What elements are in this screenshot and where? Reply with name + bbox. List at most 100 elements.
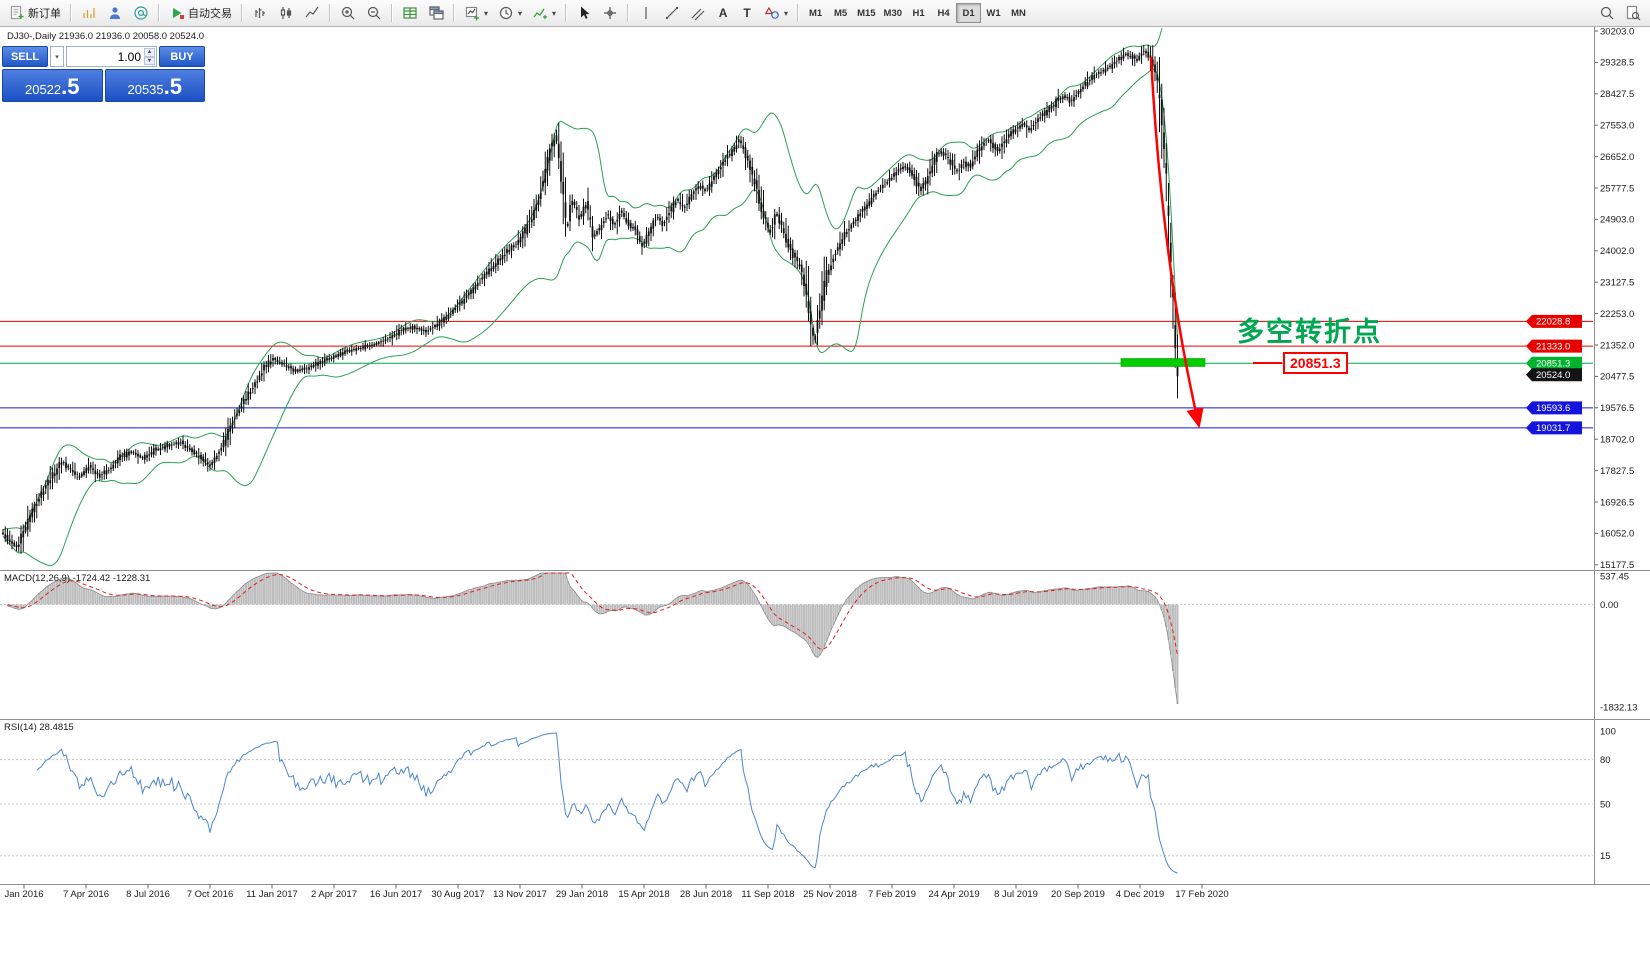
cursor-icon — [581, 6, 590, 19]
timeframe-button-W1[interactable]: W1 — [986, 7, 1001, 19]
symbol-search-button[interactable] — [1594, 2, 1620, 24]
price-tag-20851.3[interactable] — [1526, 356, 1582, 370]
zoom-in-icon — [341, 6, 355, 20]
zoom-out-icon — [367, 6, 381, 20]
text-tool-button[interactable]: A — [711, 2, 735, 24]
buy-button[interactable]: BUY — [159, 46, 205, 67]
zoom-out-button[interactable] — [361, 2, 387, 24]
x-axis-label: 8 Jul 2019 — [994, 889, 1038, 900]
price-tag-19593.6[interactable] — [1526, 401, 1582, 415]
sell-price-main: 20522 — [24, 82, 62, 97]
x-axis-label: 15 Apr 2018 — [618, 889, 669, 900]
toolbar: 新订单 自动交易 ▾ ▾ — [0, 0, 1650, 27]
zoom-in-button[interactable] — [335, 2, 361, 24]
cursor-button[interactable] — [571, 2, 597, 24]
band-lower — [2, 68, 1178, 567]
trendline-button[interactable] — [659, 2, 685, 24]
navigator-icon — [110, 7, 120, 19]
x-axis-label: 11 Sep 2018 — [741, 889, 794, 900]
x-axis-label: 28 Jun 2018 — [680, 889, 732, 900]
sell-button[interactable]: SELL — [2, 46, 48, 67]
x-axis-label: 16 Jun 2017 — [370, 889, 422, 900]
timeframe-button-M1[interactable]: M1 — [808, 7, 823, 19]
timeframe-button-M30[interactable]: M30 — [883, 7, 903, 19]
timeframe-button-H4[interactable]: H4 — [937, 7, 950, 19]
macd-indicator-label: MACD(12,26,9) -1724.42 -1228.31 — [4, 573, 151, 584]
x-axis-label: 8 Jul 2016 — [126, 889, 170, 900]
time-axis[interactable] — [0, 884, 1594, 904]
market-watch-button[interactable] — [76, 2, 102, 24]
terminal-button[interactable] — [128, 2, 154, 24]
buy-price-pips: .5 — [163, 74, 182, 99]
candlestick-chart-button[interactable] — [273, 2, 299, 24]
period-button[interactable]: ▾ — [493, 2, 527, 24]
volume-dropdown[interactable]: ▾ — [50, 46, 64, 67]
auto-trading-icon — [173, 8, 184, 19]
highlight-level-bar[interactable] — [1120, 358, 1206, 367]
channel-button[interactable] — [685, 2, 711, 24]
auto-trading-button[interactable]: 自动交易 — [164, 2, 237, 24]
text-label-button[interactable]: T — [735, 2, 759, 24]
timeframe-button-M5[interactable]: M5 — [833, 7, 848, 19]
rsi-scale-label: 80 — [1600, 755, 1611, 766]
volume-stepper[interactable]: ▲ ▼ — [144, 48, 155, 65]
separator — [70, 4, 72, 22]
sell-price-button[interactable]: 20522.5 — [2, 69, 103, 102]
price-tag-label: 19593.6 — [1536, 403, 1570, 414]
price-tag-19031.7[interactable] — [1526, 421, 1582, 435]
line-chart-icon — [305, 6, 319, 18]
y-axis-label: 15177.5 — [1600, 560, 1634, 571]
y-axis-label: 25777.5 — [1600, 183, 1634, 194]
crosshair-button[interactable] — [597, 2, 623, 24]
dropdown-arrow-icon: ▾ — [552, 8, 557, 18]
macd-line — [7, 572, 1178, 705]
sell-price-pips: .5 — [61, 74, 80, 99]
turning-point-annotation[interactable]: 多空转折点 — [1237, 317, 1382, 347]
timeframe-button-M15[interactable]: M15 — [857, 7, 876, 19]
crash-arrow[interactable] — [1149, 56, 1204, 429]
tile-windows-icon — [403, 7, 417, 19]
shapes-button[interactable]: ▾ — [759, 2, 793, 24]
navigator-button[interactable] — [102, 2, 128, 24]
trendline-icon — [666, 7, 679, 19]
dropdown-arrow-icon: ▾ — [55, 53, 59, 61]
volume-input[interactable] — [67, 47, 156, 66]
price-tag-20524.0[interactable] — [1526, 368, 1582, 382]
stepper-down-icon[interactable]: ▼ — [144, 56, 155, 65]
separator — [391, 4, 393, 22]
price-tag-21333.0[interactable] — [1526, 339, 1582, 353]
x-axis-label: 20 Sep 2019 — [1051, 889, 1105, 900]
macd-scale-label: 537.45 — [1600, 571, 1629, 582]
search-icon — [1600, 6, 1614, 20]
docs-button[interactable] — [1620, 2, 1646, 24]
timeframe-group: M1 M5 M15 M30 H1 H4 D1 W1 MN — [803, 3, 1031, 23]
x-axis-label: 25 Nov 2018 — [803, 889, 857, 900]
macd-scale-label: 0.00 — [1600, 600, 1619, 611]
y-axis-label: 22253.0 — [1600, 309, 1634, 320]
indicators-button[interactable]: ▾ — [527, 2, 561, 24]
tile-windows-button[interactable] — [397, 2, 423, 24]
cascade-windows-button[interactable] — [423, 2, 449, 24]
line-chart-button[interactable] — [299, 2, 325, 24]
x-axis-label: 13 Nov 2017 — [493, 889, 547, 900]
new-chart-button[interactable]: ▾ — [459, 2, 493, 24]
y-axis-label: 19576.5 — [1600, 403, 1634, 414]
stepper-up-icon[interactable]: ▲ — [144, 48, 155, 57]
timeframe-button-D1[interactable]: D1 — [956, 3, 982, 23]
buy-price-button[interactable]: 20535.5 — [104, 69, 205, 102]
price-tag-22028.8[interactable] — [1526, 314, 1582, 328]
vertical-line-button[interactable] — [633, 2, 659, 24]
bar-chart-button[interactable] — [247, 2, 273, 24]
annotations[interactable] — [1120, 56, 1282, 429]
timeframe-button-MN[interactable]: MN — [1011, 7, 1026, 19]
macd-panel — [0, 572, 1593, 705]
new-order-icon — [10, 5, 24, 20]
price-tag-label: 22028.8 — [1536, 317, 1570, 328]
price-tag-label: 21333.0 — [1536, 341, 1570, 352]
price-axis[interactable] — [1594, 27, 1650, 884]
timeframe-button-H1[interactable]: H1 — [912, 7, 925, 19]
price-annotation-box[interactable]: 20851.3 — [1283, 352, 1348, 374]
new-order-button[interactable]: 新订单 — [4, 2, 66, 24]
